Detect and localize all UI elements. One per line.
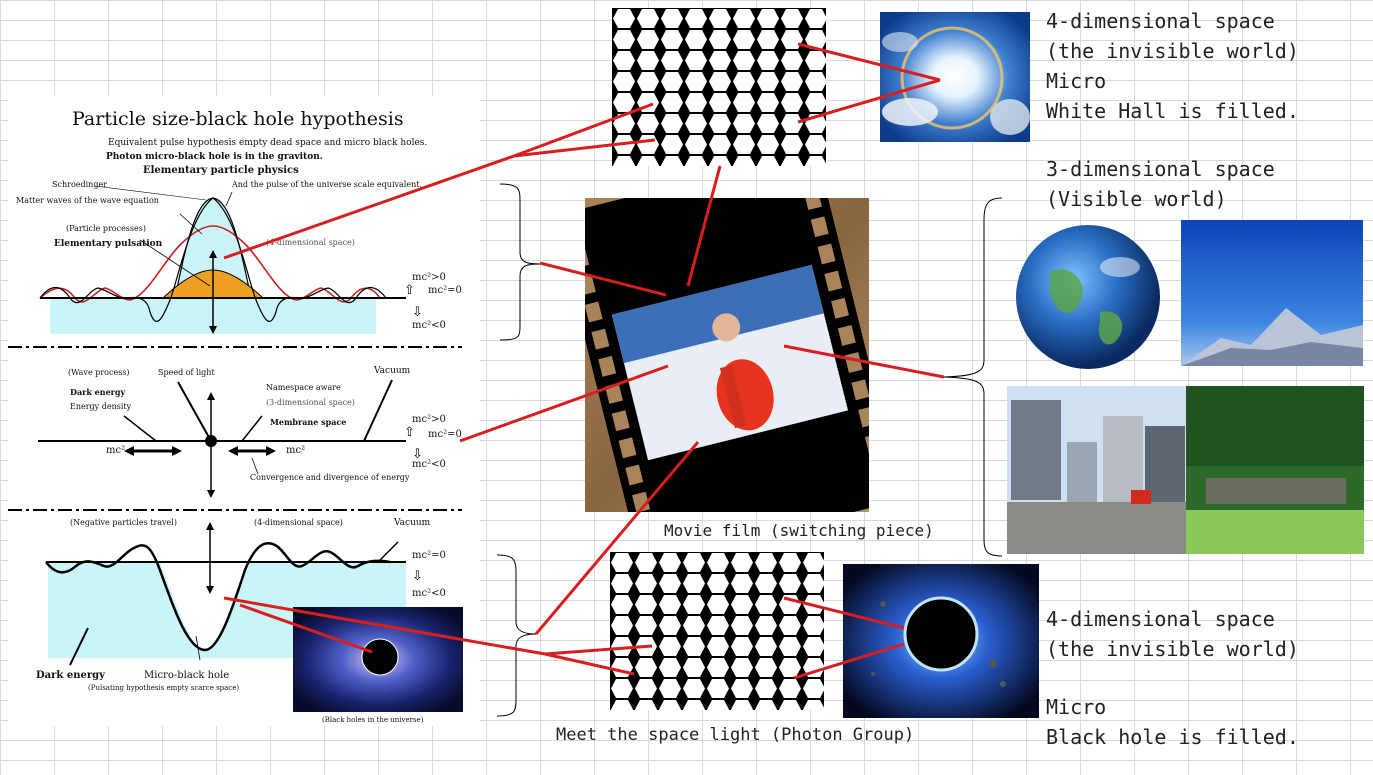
vacuum-line [363,379,393,442]
bracket-top [499,183,541,341]
label-schroedinger: Schroedinger [52,180,107,189]
caption-meet-space-light: Meet the space light (Photon Group) [556,725,915,745]
label-vacuum-bottom: Vacuum [394,518,431,528]
eclipse-image [843,564,1039,718]
label-top-right-3: Micro [1046,69,1107,93]
label-mc-lt-top: mc²<0 [412,320,446,331]
mc-arrow-up-top: ⇧ [404,283,415,298]
caption-movie-film: Movie film (switching piece) [664,521,934,540]
label-energy-density: Energy density [70,402,132,411]
label-group-mid-right: 3-dimensional space (Visible world) [1046,154,1275,214]
label-negative-particles: (Negative particles travel) [70,518,177,527]
svg-text:⇩: ⇩ [412,569,423,584]
label-speed-of-light: Speed of light [158,368,215,377]
honeycomb-top [612,8,826,166]
label-bottom-right-4: Micro [1046,695,1107,719]
label-top-right-2: (the invisible world) [1046,39,1299,63]
svg-text:⇧: ⇧ [404,425,415,440]
bracket-bottom [496,554,537,717]
label-elementary-particle-physics: Elementary particle physics [143,165,299,176]
speed-of-light-line [177,381,212,442]
label-group-bottom-right: 4-dimensional space (the invisible world… [1046,604,1299,752]
label-dark-energy-bottom: Dark energy [36,670,105,681]
label-black-holes-universe: (Black holes in the universe) [322,716,424,724]
label-top-right-4: White Hall is filled. [1046,99,1299,123]
label-bottom-right-5: Black hole is filled. [1046,725,1299,749]
label-four-dim-bottom: (4-dimensional space) [254,518,343,527]
label-pulsating: (Pulsating hypothesis empty scarce space… [88,684,240,692]
diagram-title: Particle size-black hole hypothesis [72,108,404,130]
movie-film-image [585,198,869,512]
diagram-subtitle-1: Equivalent pulse hypothesis empty dead s… [108,138,428,148]
label-mid-right-1: 3-dimensional space [1046,157,1275,181]
bracket-right [943,197,1003,557]
label-bottom-right-1: 4-dimensional space [1046,607,1275,631]
label-mid-right-2: (Visible world) [1046,187,1227,211]
label-three-dim: (3-dimensional space) [266,398,355,407]
bottom-wave [45,542,391,652]
label-mc-lt-middle: mc²<0 [412,459,446,470]
red-wave [39,225,381,303]
label-matter-waves: Matter waves of the wave equation [16,196,159,205]
mc-arrow-down-top: ⇩ [412,305,423,320]
label-bottom-right-2: (the invisible world) [1046,637,1299,661]
label-particle-processes: (Particle processes) [66,224,146,233]
label-vacuum-middle: Vacuum [374,366,411,376]
label-micro-black-hole: Micro-black hole [144,670,230,681]
label-mc-right: mc² [286,445,306,456]
arrow-top-down [209,326,217,334]
label-membrane-space: Membrane space [270,417,347,427]
label-mc-gt-middle: mc²>0 [412,414,446,425]
honeycomb-bottom [610,552,824,710]
earth-image [1016,225,1160,369]
sun-halo-image [880,12,1030,142]
city-image [1007,386,1187,554]
label-dark-energy-middle: Dark energy [70,387,126,397]
label-mc-eq-top: mc²=0 [428,285,462,296]
label-namespace-aware: Namespace aware [266,383,341,392]
label-mc-eq-bottom: mc²=0 [412,550,446,561]
galaxy-black-hole [361,638,399,676]
label-top-right-1: 4-dimensional space [1046,9,1275,33]
label-group-top-right: 4-dimensional space (the invisible world… [1046,6,1299,126]
label-mc-eq-middle: mc²=0 [428,429,462,440]
label-mc-gt-top: mc²>0 [412,272,446,283]
diagram-subtitle-2: Photon micro-black hole is in the gravit… [106,152,323,162]
label-convergence: Convergence and divergence of energy [250,473,410,482]
micro-black-hole-dip [160,562,250,650]
label-mc-left: mc² [106,445,126,456]
matter-wave [39,197,387,322]
label-bottom-right-3 [1046,664,1299,692]
arrow-top-up [209,250,217,258]
label-elementary-pulsation: Elementary pulsation [54,239,163,249]
label-mc-lt-bottom: mc²<0 [412,588,446,599]
diagram-graphics: ⇧ ⇩ ⇧ ⇩ ⇩ [8,185,463,712]
village-image [1186,386,1364,554]
mountain-image [1181,220,1363,366]
label-wave-process: (Wave process) [68,368,130,377]
svg-text:⇩: ⇩ [412,447,423,462]
